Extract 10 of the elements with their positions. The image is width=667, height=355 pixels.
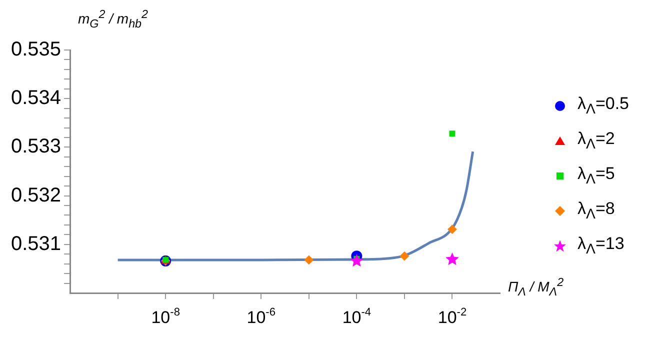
y-tick-label: 0.534 — [10, 87, 62, 110]
y-tick-label: 0.533 — [10, 136, 62, 158]
legend-label: λ$_{Λ}$=8 — [577, 198, 615, 222]
y-tick-label: 0.532 — [10, 184, 62, 206]
legend-label: λ$_{Λ}$=2 — [577, 128, 615, 152]
y-tick-label: 0.535 — [10, 38, 62, 61]
legend-label: λ$_{Λ}$=0.5 — [577, 94, 629, 118]
y-tick-label: 0.531 — [10, 232, 62, 255]
legend-label: λ$_{Λ}$=13 — [577, 234, 624, 258]
legend-label: λ$_{Λ}$=5 — [577, 164, 615, 188]
